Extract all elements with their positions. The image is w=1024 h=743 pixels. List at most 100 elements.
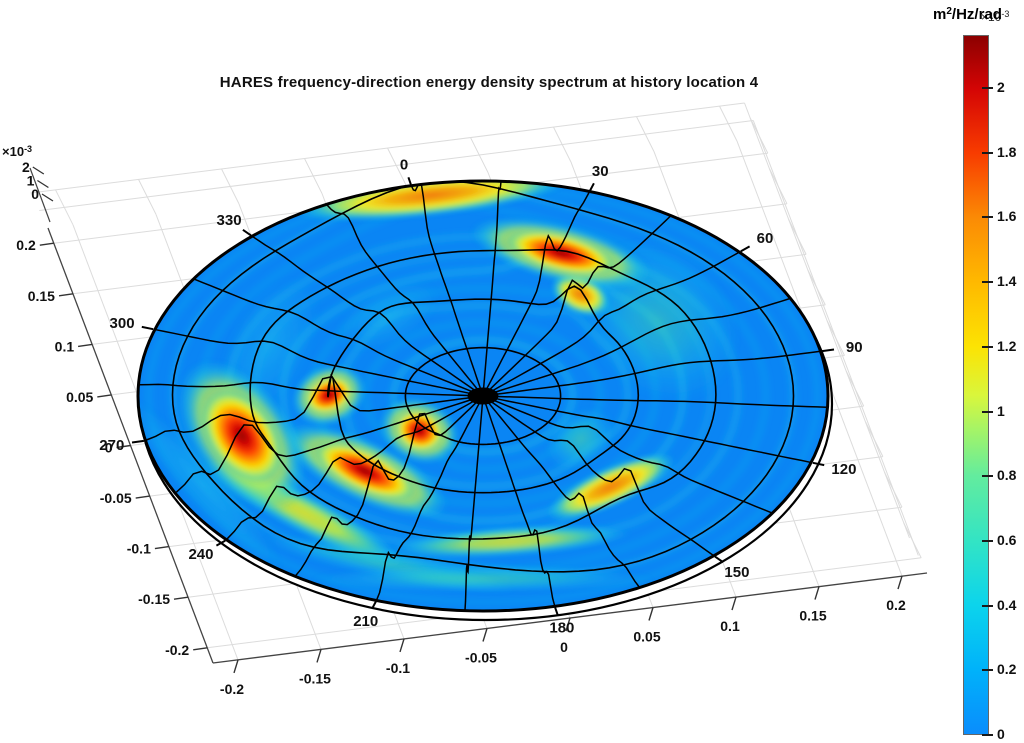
y-axis-tick: [58, 293, 74, 297]
energy-peak: [388, 524, 632, 559]
direction-spoke: [194, 278, 474, 393]
direction-label: 330: [217, 212, 242, 229]
z-axis-tick-label: 1: [27, 173, 35, 189]
y-axis-tick: [154, 545, 169, 550]
direction-spoke: [493, 297, 790, 394]
y-axis-tick-label: 0.15: [28, 288, 55, 304]
x-axis-tick-label: 0.05: [633, 629, 660, 645]
colorbar-tick: [982, 216, 993, 219]
direction-tick: [589, 182, 595, 191]
direction-label: 0: [400, 157, 408, 174]
y-axis-tick-label: 0: [105, 440, 113, 456]
colorbar-tick-label: 0.4: [997, 596, 1017, 613]
direction-spoke: [175, 398, 473, 493]
y-axis-tick-label: -0.1: [127, 541, 151, 557]
x-axis-tick-label: -0.05: [465, 649, 497, 665]
colorbar-tick-label: 0.2: [997, 661, 1017, 678]
colorbar-tick: [982, 604, 993, 607]
y-axis-tick-label: 0.2: [16, 237, 36, 253]
back-wall-line: [39, 120, 754, 211]
colorbar-tick: [982, 345, 993, 348]
energy-peak: [545, 407, 616, 472]
colorbar-tick: [982, 475, 993, 478]
z-axis-tick-label: 2: [22, 159, 30, 175]
y-axis-tick-label: -0.15: [138, 591, 170, 607]
direction-tick: [554, 607, 559, 616]
y-axis-tick: [135, 495, 150, 499]
direction-tick: [141, 325, 154, 331]
direction-tick: [821, 348, 835, 353]
energy-peak: [504, 228, 619, 278]
direction-spoke: [146, 375, 472, 441]
direction-tick: [371, 601, 377, 610]
y-axis-tick: [116, 444, 131, 449]
direction-spoke: [489, 215, 671, 391]
x-axis-tick: [814, 586, 820, 600]
direction-tick: [242, 228, 252, 237]
colorbar-tick-label: 0: [997, 726, 1005, 742]
x-axis-tick: [399, 638, 405, 653]
colorbar-tick-label: 0.6: [997, 531, 1017, 548]
y-axis-tick: [97, 394, 112, 398]
right-wall-line: [744, 102, 910, 539]
colorbar-tick: [982, 410, 993, 413]
direction-spoke: [226, 400, 475, 540]
energy-peak: [312, 439, 418, 502]
direction-label: 120: [831, 461, 856, 478]
colorbar-tick: [982, 281, 993, 284]
colorbar-title: ×10-3 m2/Hz/rad: [933, 6, 1024, 30]
x-axis-tick-label: 0: [560, 639, 568, 655]
direction-spoke: [155, 328, 472, 395]
x-axis-tick: [897, 575, 903, 590]
y-axis-tick-label: -0.05: [100, 490, 132, 506]
colorbar-tick: [982, 669, 993, 672]
x-axis-tick-label: 0.2: [886, 597, 906, 613]
x-axis-tick: [648, 607, 654, 621]
x-axis-tick: [233, 659, 239, 674]
direction-label: 30: [592, 163, 609, 180]
direction-tick: [215, 539, 226, 547]
z-axis-tick: [41, 193, 54, 202]
direction-spoke: [494, 350, 820, 396]
direction-tick: [812, 461, 825, 467]
colorbar-tick: [982, 539, 993, 542]
mesh-hub: [467, 387, 499, 405]
direction-label: 270: [99, 437, 124, 454]
direction-spoke: [490, 400, 714, 557]
colorbar-tick-label: 1.4: [997, 273, 1017, 290]
colorbar-exponent: ×10-3: [981, 9, 1010, 24]
x-axis-tick-label: -0.2: [220, 681, 244, 697]
direction-label: 240: [188, 546, 213, 563]
y-axis-tick-label: -0.2: [165, 642, 189, 658]
y-axis-tick: [39, 242, 54, 246]
z-axis-line: [29, 167, 51, 223]
axis-rulers: 0.2 0.15 0.1 0.05 0 -0.05 -0.1 -0.15 -0.2 -0.2 -0.…: [16, 159, 928, 697]
colorbar-tick-label: 0.8: [997, 467, 1017, 484]
direction-spoke: [252, 235, 476, 392]
surface: [138, 181, 828, 611]
y-axis-tick: [78, 343, 93, 348]
x-axis-tick-label: -0.1: [386, 660, 410, 676]
z-axis-exponent: ×10-3: [2, 144, 33, 159]
direction-label: 300: [110, 315, 135, 332]
direction-spoke: [495, 395, 827, 408]
direction-tick: [714, 555, 724, 564]
x-axis-tick-label: 0.15: [799, 608, 826, 624]
colorbar-tick-label: 1: [997, 402, 1005, 419]
colorbar-tick-label: 1.2: [997, 337, 1017, 354]
x-axis-tick: [731, 596, 737, 611]
x-axis-tick: [316, 649, 322, 663]
x-axis-tick: [565, 617, 571, 632]
direction-spoke: [487, 402, 640, 588]
y-axis-tick: [173, 596, 189, 600]
direction-spoke: [484, 403, 556, 606]
x-axis-tick-label: 0.1: [720, 618, 740, 634]
direction-label: 180: [549, 619, 574, 636]
colorbar-tick: [982, 87, 993, 89]
direction-spoke: [464, 403, 484, 610]
direction-spoke: [376, 402, 480, 601]
energy-peak: [334, 279, 441, 353]
y-axis-tick-label: 0.1: [55, 338, 75, 354]
